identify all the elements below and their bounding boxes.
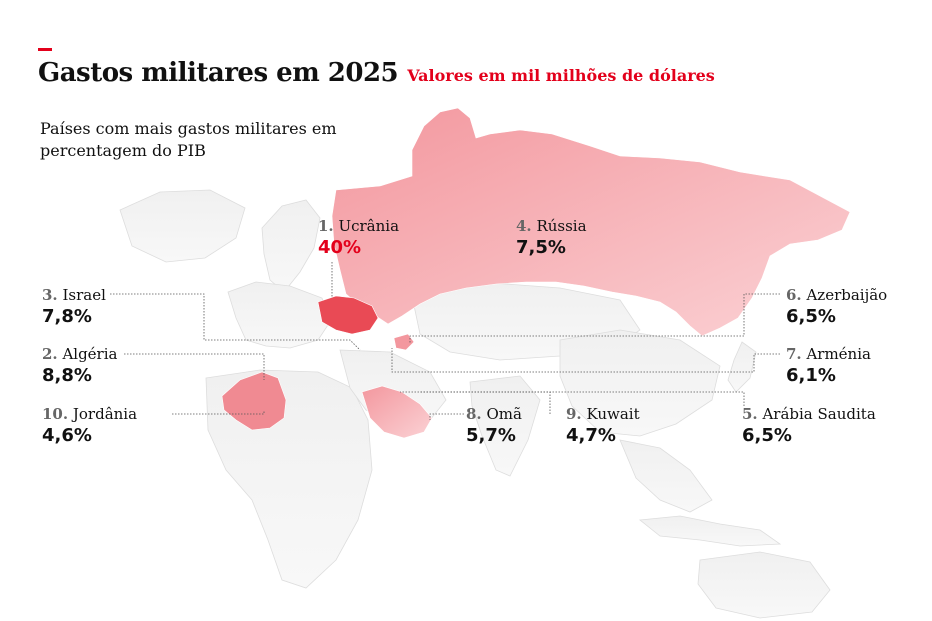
- country-name: 9. Kuwait: [566, 404, 640, 424]
- country-label-russia: 4. Rússia 7,5%: [516, 216, 587, 260]
- australia-shape: [697, 551, 831, 619]
- country-value: 4,6%: [42, 425, 92, 446]
- country-label-arabia: 5. Arábia Saudita 6,5%: [742, 404, 876, 448]
- algeria-shape: [221, 371, 287, 431]
- southeast-asia-shape: [619, 439, 713, 513]
- country-name: 8. Omã: [466, 404, 522, 424]
- leader-lines: [110, 262, 780, 420]
- ukraine-shape: [317, 295, 379, 335]
- country-name-text: Algéria: [62, 345, 118, 363]
- country-rank: 5.: [742, 405, 758, 423]
- greenland-shape: [119, 189, 246, 263]
- country-name: 3. Israel: [42, 285, 106, 305]
- country-rank: 2.: [42, 345, 58, 363]
- accent-bar: [38, 48, 52, 51]
- country-name-text: Omã: [486, 405, 522, 423]
- country-value: 6,1%: [786, 365, 836, 386]
- country-name-text: Arábia Saudita: [762, 405, 876, 423]
- leader-line-algeria: [124, 353, 265, 380]
- country-name: 2. Algéria: [42, 344, 117, 364]
- leader-line-oma: [429, 413, 464, 420]
- country-label-armenia: 7. Arménia 6,1%: [786, 344, 871, 388]
- leader-line-azerbaijao: [409, 293, 780, 344]
- header: Gastos militares em 2025 Valores em mil …: [38, 58, 715, 88]
- leader-line-armenia: [391, 348, 780, 373]
- country-name: 5. Arábia Saudita: [742, 404, 876, 424]
- country-rank: 1.: [318, 217, 334, 235]
- highlighted-countries: [221, 107, 851, 439]
- country-rank: 6.: [786, 286, 802, 304]
- country-name-text: Arménia: [806, 345, 871, 363]
- country-label-israel: 3. Israel 7,8%: [42, 285, 106, 329]
- country-value: 8,8%: [42, 365, 92, 386]
- country-name: 6. Azerbaijão: [786, 285, 887, 305]
- country-label-oma: 8. Omã 5,7%: [466, 404, 522, 448]
- country-value: 6,5%: [786, 306, 836, 327]
- caucasus-shape: [393, 333, 415, 351]
- leader-line-jordania: [172, 410, 265, 415]
- country-rank: 4.: [516, 217, 532, 235]
- east-asia-shape: [559, 329, 721, 437]
- country-label-ucrania: 1. Ucrânia 40%: [318, 216, 399, 260]
- country-value: 7,5%: [516, 237, 566, 258]
- country-rank: 7.: [786, 345, 802, 363]
- europe-shape: [227, 281, 331, 349]
- country-name: 10. Jordânia: [42, 404, 137, 424]
- country-name-text: Ucrânia: [338, 217, 400, 235]
- country-name-text: Israel: [62, 286, 106, 304]
- page-subtitle: Valores em mil milhões de dólares: [407, 66, 715, 85]
- country-rank: 8.: [466, 405, 482, 423]
- country-name: 4. Rússia: [516, 216, 587, 236]
- indonesia-shape: [638, 515, 782, 547]
- country-label-jordania: 10. Jordânia 4,6%: [42, 404, 137, 448]
- country-value: 40%: [318, 237, 362, 258]
- india-shape: [469, 375, 541, 477]
- country-value: 4,7%: [566, 425, 616, 446]
- country-label-azerbaijao: 6. Azerbaijão 6,5%: [786, 285, 887, 329]
- country-label-kuwait: 9. Kuwait 4,7%: [566, 404, 640, 448]
- country-rank: 9.: [566, 405, 582, 423]
- japan-shape: [727, 341, 757, 393]
- country-name-text: Rússia: [536, 217, 587, 235]
- country-rank: 3.: [42, 286, 58, 304]
- saudi-arabia-shape: [361, 385, 433, 439]
- country-name: 1. Ucrânia: [318, 216, 399, 236]
- scandinavia-shape: [261, 199, 321, 293]
- country-name-text: Kuwait: [586, 405, 640, 423]
- country-label-algeria: 2. Algéria 8,8%: [42, 344, 117, 388]
- country-value: 5,7%: [466, 425, 516, 446]
- country-name-text: Jordânia: [72, 405, 138, 423]
- country-name: 7. Arménia: [786, 344, 871, 364]
- country-value: 7,8%: [42, 306, 92, 327]
- country-value: 6,5%: [742, 425, 792, 446]
- russia-shape: [331, 107, 851, 337]
- page-title: Gastos militares em 2025: [38, 58, 399, 88]
- country-name-text: Azerbaijão: [806, 286, 888, 304]
- intro-text: Países com mais gastos militares em perc…: [40, 119, 337, 160]
- country-rank: 10.: [42, 405, 69, 423]
